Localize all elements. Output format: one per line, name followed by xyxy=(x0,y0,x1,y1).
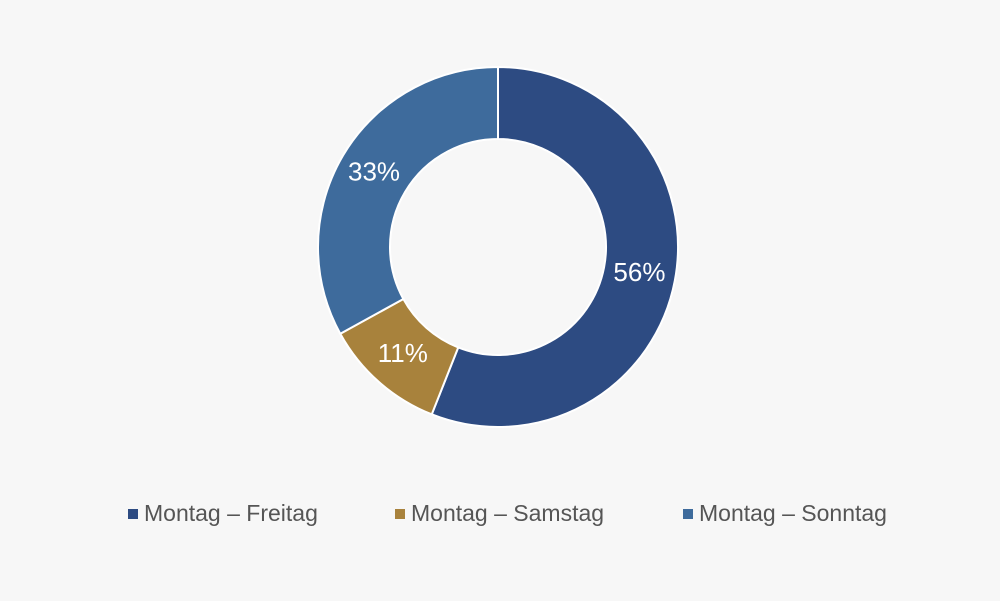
legend-label: Montag – Freitag xyxy=(144,500,318,526)
legend-swatch xyxy=(128,509,138,519)
legend-swatch xyxy=(395,509,405,519)
legend-swatch xyxy=(683,509,693,519)
value-label: 11% xyxy=(378,338,428,368)
donut-segment xyxy=(430,65,679,428)
legend-label: Montag – Sonntag xyxy=(699,500,887,526)
value-label: 56% xyxy=(613,257,665,287)
value-label: 33% xyxy=(348,157,400,187)
legend-label: Montag – Samstag xyxy=(411,500,604,526)
donut-segment xyxy=(317,65,499,336)
